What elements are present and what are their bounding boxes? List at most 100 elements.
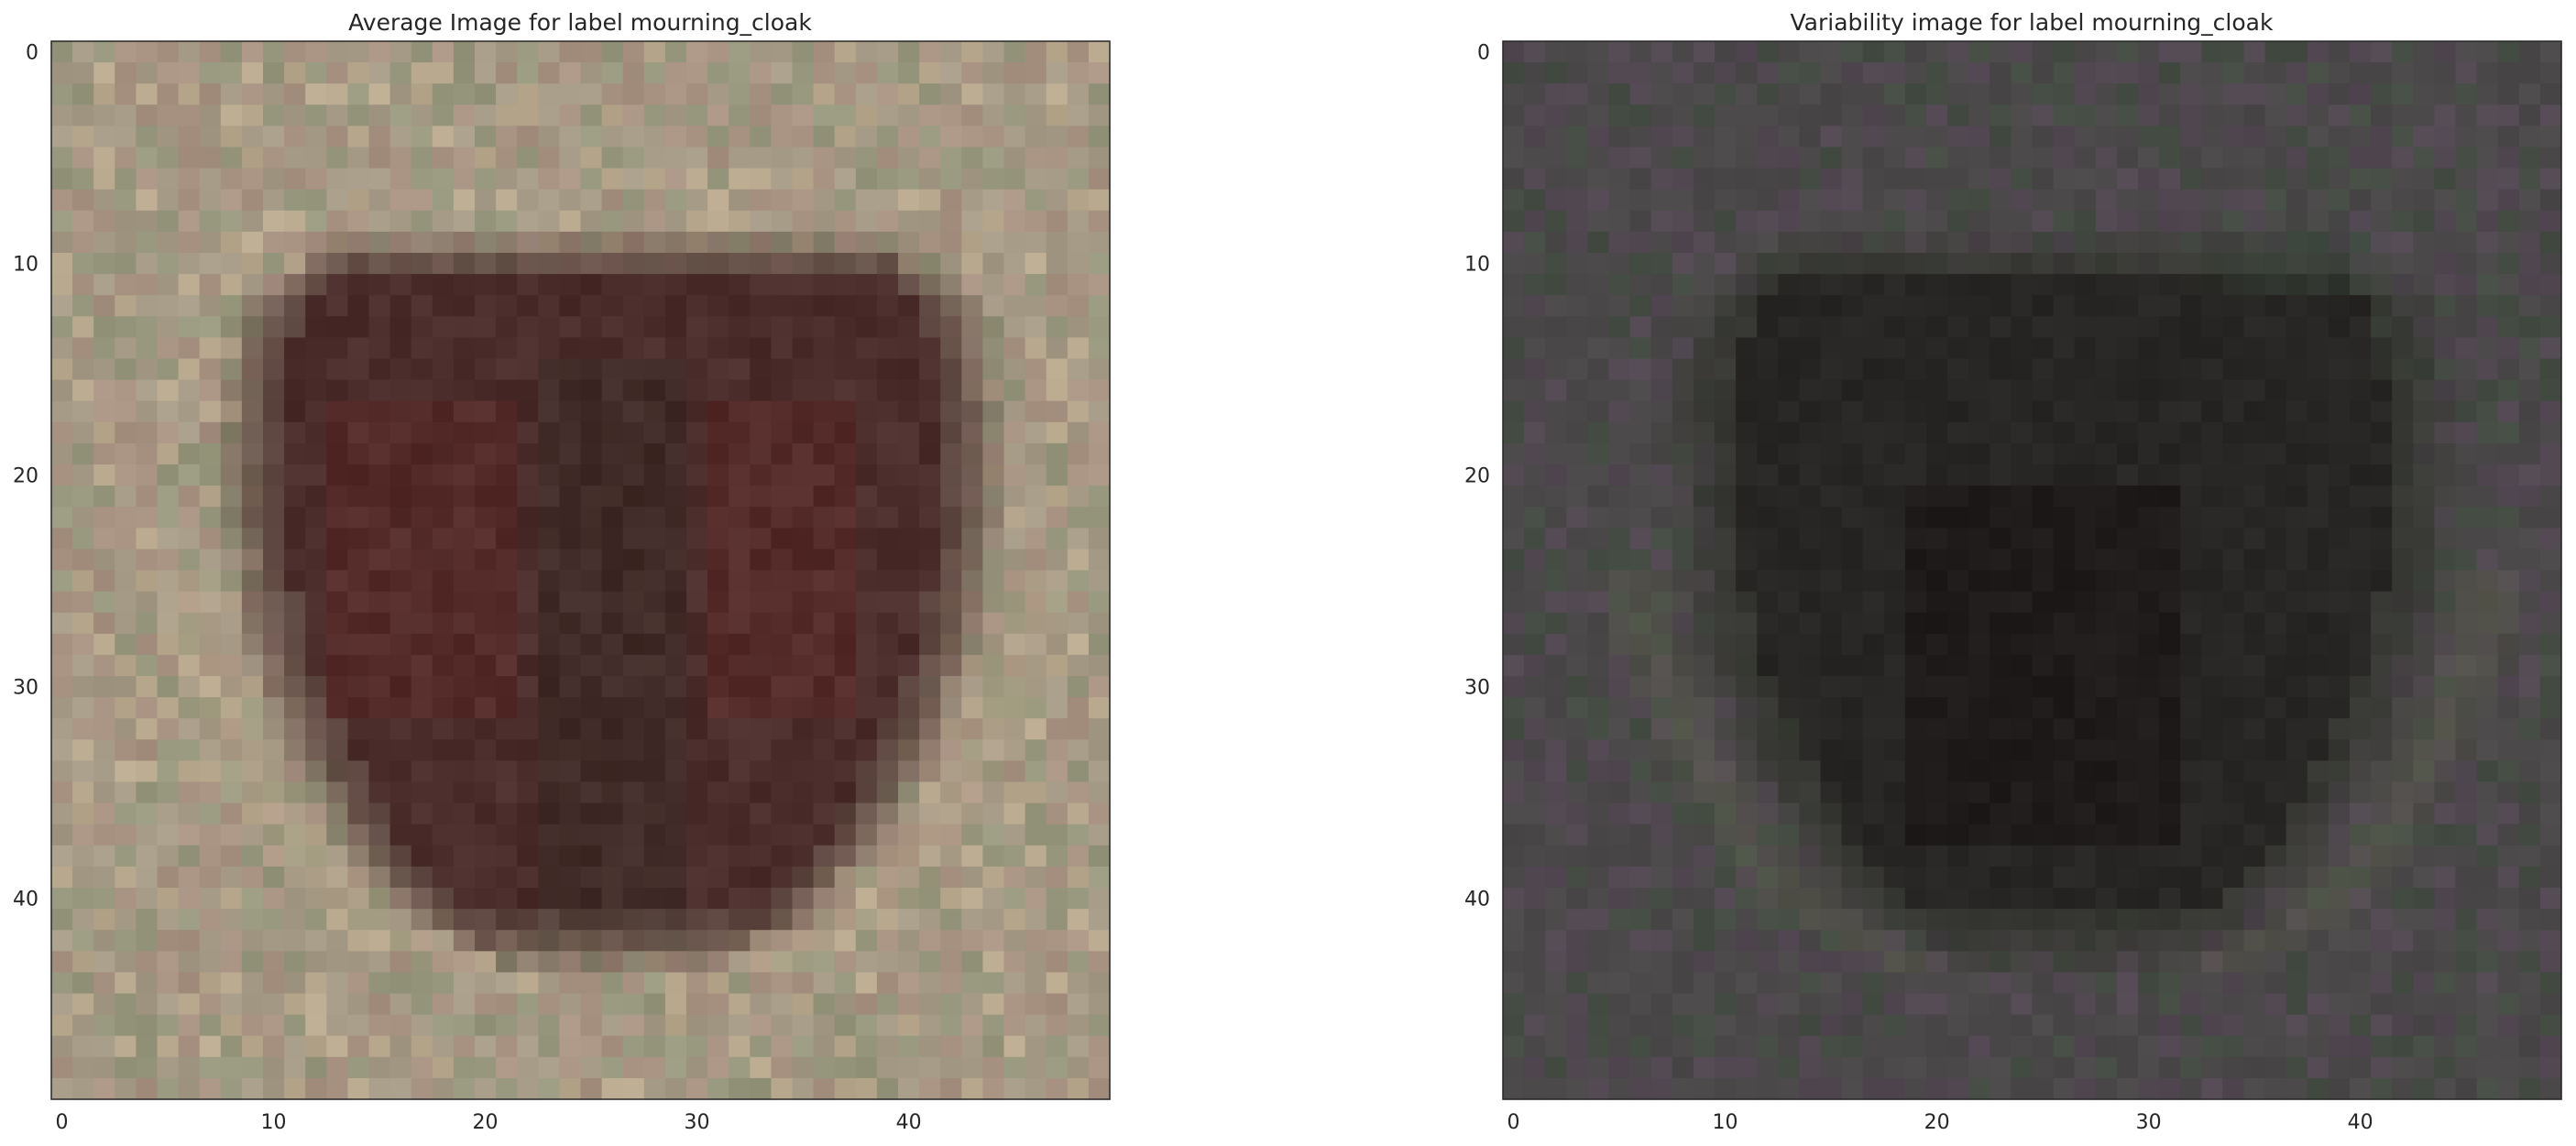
pixel-cell <box>1608 591 1631 614</box>
pixel-cell <box>1025 718 1047 740</box>
pixel-cell <box>1524 41 1546 63</box>
pixel-cell <box>792 62 815 84</box>
pixel-cell <box>559 1035 582 1058</box>
pixel-cell <box>1926 930 1948 952</box>
pixel-cell <box>580 866 603 889</box>
pixel-cell <box>1545 528 1567 550</box>
pixel-cell <box>1566 231 1588 254</box>
pixel-cell <box>136 654 159 677</box>
pixel-cell <box>2138 888 2160 910</box>
pixel-cell <box>940 507 962 529</box>
y-tick-label: 20 <box>13 465 38 488</box>
pixel-cell <box>1883 549 1906 572</box>
pixel-cell <box>241 316 264 338</box>
pixel-cell <box>157 697 180 719</box>
pixel-cell <box>263 888 285 910</box>
pixel-cell <box>347 633 370 656</box>
pixel-cell <box>1566 62 1588 84</box>
pixel-cell <box>220 993 243 1016</box>
pixel-cell <box>2350 486 2372 508</box>
pixel-cell <box>1736 866 1758 889</box>
pixel-cell <box>1524 697 1546 719</box>
pixel-cell <box>496 930 518 952</box>
pixel-cell <box>2159 633 2181 656</box>
pixel-cell <box>813 951 836 973</box>
pixel-cell <box>622 718 645 740</box>
pixel-cell <box>898 1035 920 1058</box>
pixel-cell <box>2434 274 2457 296</box>
pixel-cell <box>347 1014 370 1037</box>
pixel-cell <box>2011 274 2033 296</box>
pixel-cell <box>2243 253 2266 275</box>
pixel-cell <box>2032 210 2055 233</box>
pixel-cell <box>220 612 243 635</box>
pixel-cell <box>2455 147 2478 169</box>
pixel-cell <box>475 464 497 486</box>
pixel-cell <box>1904 633 1927 656</box>
pixel-cell <box>1883 697 1906 719</box>
pixel-cell <box>1672 41 1694 63</box>
pixel-cell <box>1524 400 1546 423</box>
pixel-cell <box>1883 781 1906 804</box>
pixel-cell <box>686 486 708 508</box>
pixel-cell <box>2264 379 2287 402</box>
pixel-cell <box>1503 274 1525 296</box>
pixel-cell <box>2328 253 2351 275</box>
pixel-cell <box>115 591 137 614</box>
pixel-cell <box>2180 951 2202 973</box>
pixel-cell <box>2116 570 2139 593</box>
pixel-cell <box>1545 549 1567 572</box>
pixel-cell <box>813 612 836 635</box>
pixel-cell <box>1545 951 1567 973</box>
pixel-cell <box>1904 189 1927 212</box>
pixel-cell <box>940 993 962 1016</box>
pixel-cell <box>496 253 518 275</box>
pixel-cell <box>1566 591 1588 614</box>
pixel-cell <box>2455 442 2478 465</box>
pixel-cell <box>1025 83 1047 105</box>
pixel-cell <box>1524 274 1546 296</box>
pixel-cell <box>898 379 920 402</box>
pixel-cell <box>2518 570 2541 593</box>
pixel-cell <box>1088 972 1111 995</box>
pixel-cell <box>2539 1014 2562 1037</box>
pixel-cell <box>2434 549 2457 572</box>
pixel-cell <box>1046 888 1069 910</box>
pixel-cell <box>1841 697 1864 719</box>
pixel-cell <box>2053 802 2076 825</box>
pixel-cell <box>2518 930 2541 952</box>
pixel-cell <box>1736 316 1758 338</box>
pixel-cell <box>729 189 751 212</box>
pixel-cell <box>2201 507 2223 529</box>
pixel-cell <box>1862 951 1885 973</box>
pixel-cell <box>1693 253 1716 275</box>
pixel-cell <box>432 972 455 995</box>
pixel-cell <box>664 253 687 275</box>
pixel-cell <box>2497 231 2520 254</box>
pixel-cell <box>2539 676 2562 698</box>
pixel-cell <box>2222 972 2245 995</box>
pixel-cell <box>1587 358 1610 381</box>
pixel-cell <box>538 337 560 360</box>
pixel-cell <box>2095 802 2118 825</box>
pixel-cell <box>157 41 180 63</box>
pixel-cell <box>389 464 412 486</box>
pixel-cell <box>686 83 708 105</box>
pixel-cell <box>1067 802 1090 825</box>
pixel-cell <box>1883 570 1906 593</box>
pixel-cell <box>51 676 73 698</box>
pixel-cell <box>834 210 857 233</box>
pixel-cell <box>2476 972 2499 995</box>
pixel-cell <box>1003 676 1026 698</box>
pixel-cell <box>1629 845 1652 868</box>
pixel-cell <box>538 421 560 444</box>
pixel-cell <box>1046 316 1069 338</box>
pixel-cell <box>1025 824 1047 846</box>
pixel-cell <box>93 231 115 254</box>
pixel-cell <box>1524 1077 1546 1100</box>
pixel-cell <box>1947 866 1969 889</box>
pixel-cell <box>517 379 539 402</box>
pixel-cell <box>1757 633 1779 656</box>
pixel-cell <box>707 888 729 910</box>
pixel-cell <box>664 1056 687 1079</box>
